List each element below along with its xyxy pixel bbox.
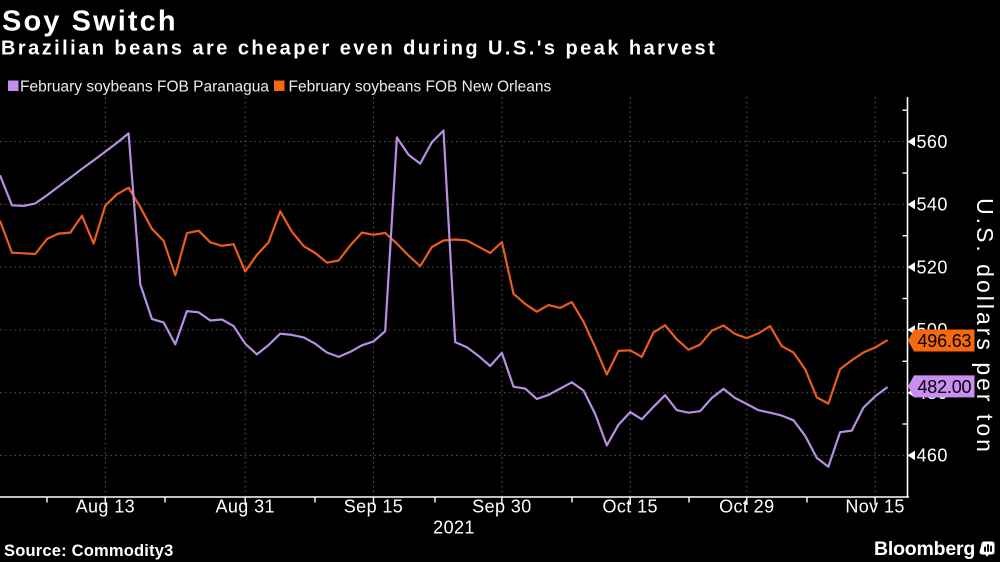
svg-text:482.00: 482.00 — [918, 377, 972, 397]
svg-text:460: 460 — [917, 446, 948, 466]
svg-text:February soybeans FOB New Orle: February soybeans FOB New Orleans — [289, 79, 552, 96]
svg-text:Source: Commodity3: Source: Commodity3 — [4, 542, 174, 560]
svg-text:Nov 15: Nov 15 — [845, 497, 904, 517]
svg-text:Sep 30: Sep 30 — [472, 497, 531, 517]
svg-text:Soy Switch: Soy Switch — [2, 6, 178, 38]
svg-text:Aug 31: Aug 31 — [215, 497, 274, 517]
svg-text:February soybeans FOB Paranagu: February soybeans FOB Paranagua — [20, 79, 269, 96]
svg-text:Brazilian beans are cheaper ev: Brazilian beans are cheaper even during … — [1, 38, 717, 60]
svg-text:Aug 13: Aug 13 — [76, 497, 135, 517]
svg-text:540: 540 — [917, 195, 948, 215]
svg-text:520: 520 — [917, 257, 948, 277]
svg-text:496.63: 496.63 — [918, 331, 972, 351]
svg-text:U.S. dollars per ton: U.S. dollars per ton — [972, 198, 998, 455]
svg-text:Bloomberg: Bloomberg — [874, 538, 975, 560]
svg-text:Oct 15: Oct 15 — [602, 497, 657, 517]
svg-text:560: 560 — [917, 132, 948, 152]
svg-text:Oct 29: Oct 29 — [719, 497, 774, 517]
svg-text:2021: 2021 — [433, 518, 475, 538]
svg-text:Sep 15: Sep 15 — [344, 497, 403, 517]
